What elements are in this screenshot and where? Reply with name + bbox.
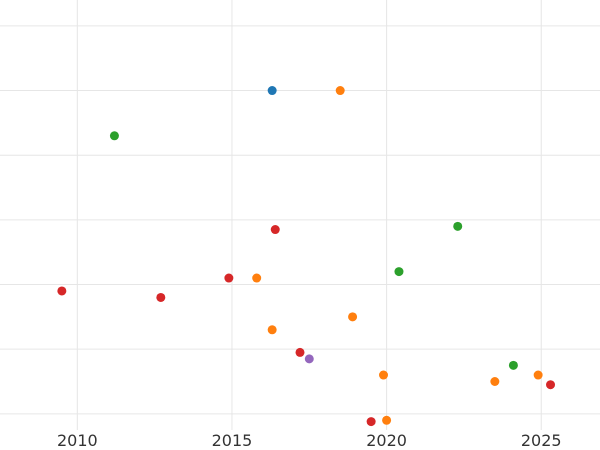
points-layer <box>57 86 556 427</box>
x-tick-label-2015: 2015 <box>212 431 253 450</box>
point-red-1 <box>156 292 166 302</box>
point-red-3 <box>270 225 280 235</box>
point-red-5 <box>366 417 376 427</box>
point-green-3 <box>508 360 518 370</box>
point-orange-6 <box>490 377 500 387</box>
x-tick-label-2020: 2020 <box>366 431 407 450</box>
point-green-1 <box>453 221 463 231</box>
point-orange-2 <box>267 325 277 335</box>
point-green-0 <box>109 131 119 141</box>
point-green-2 <box>394 267 404 277</box>
point-red-4 <box>295 347 305 357</box>
point-orange-5 <box>382 415 392 425</box>
point-red-0 <box>57 286 67 296</box>
point-red-2 <box>224 273 234 283</box>
point-orange-1 <box>252 273 262 283</box>
tick-labels-layer: 2010 2015 2020 2025 <box>57 431 562 450</box>
x-tick-label-2025: 2025 <box>521 431 562 450</box>
point-blue-0 <box>267 86 277 96</box>
point-orange-7 <box>533 370 543 380</box>
x-tick-label-2010: 2010 <box>57 431 98 450</box>
point-red-6 <box>546 380 556 390</box>
grid-layer <box>0 0 600 430</box>
point-purple-0 <box>304 354 314 364</box>
point-orange-4 <box>379 370 389 380</box>
point-orange-0 <box>335 86 345 96</box>
point-orange-3 <box>348 312 358 322</box>
